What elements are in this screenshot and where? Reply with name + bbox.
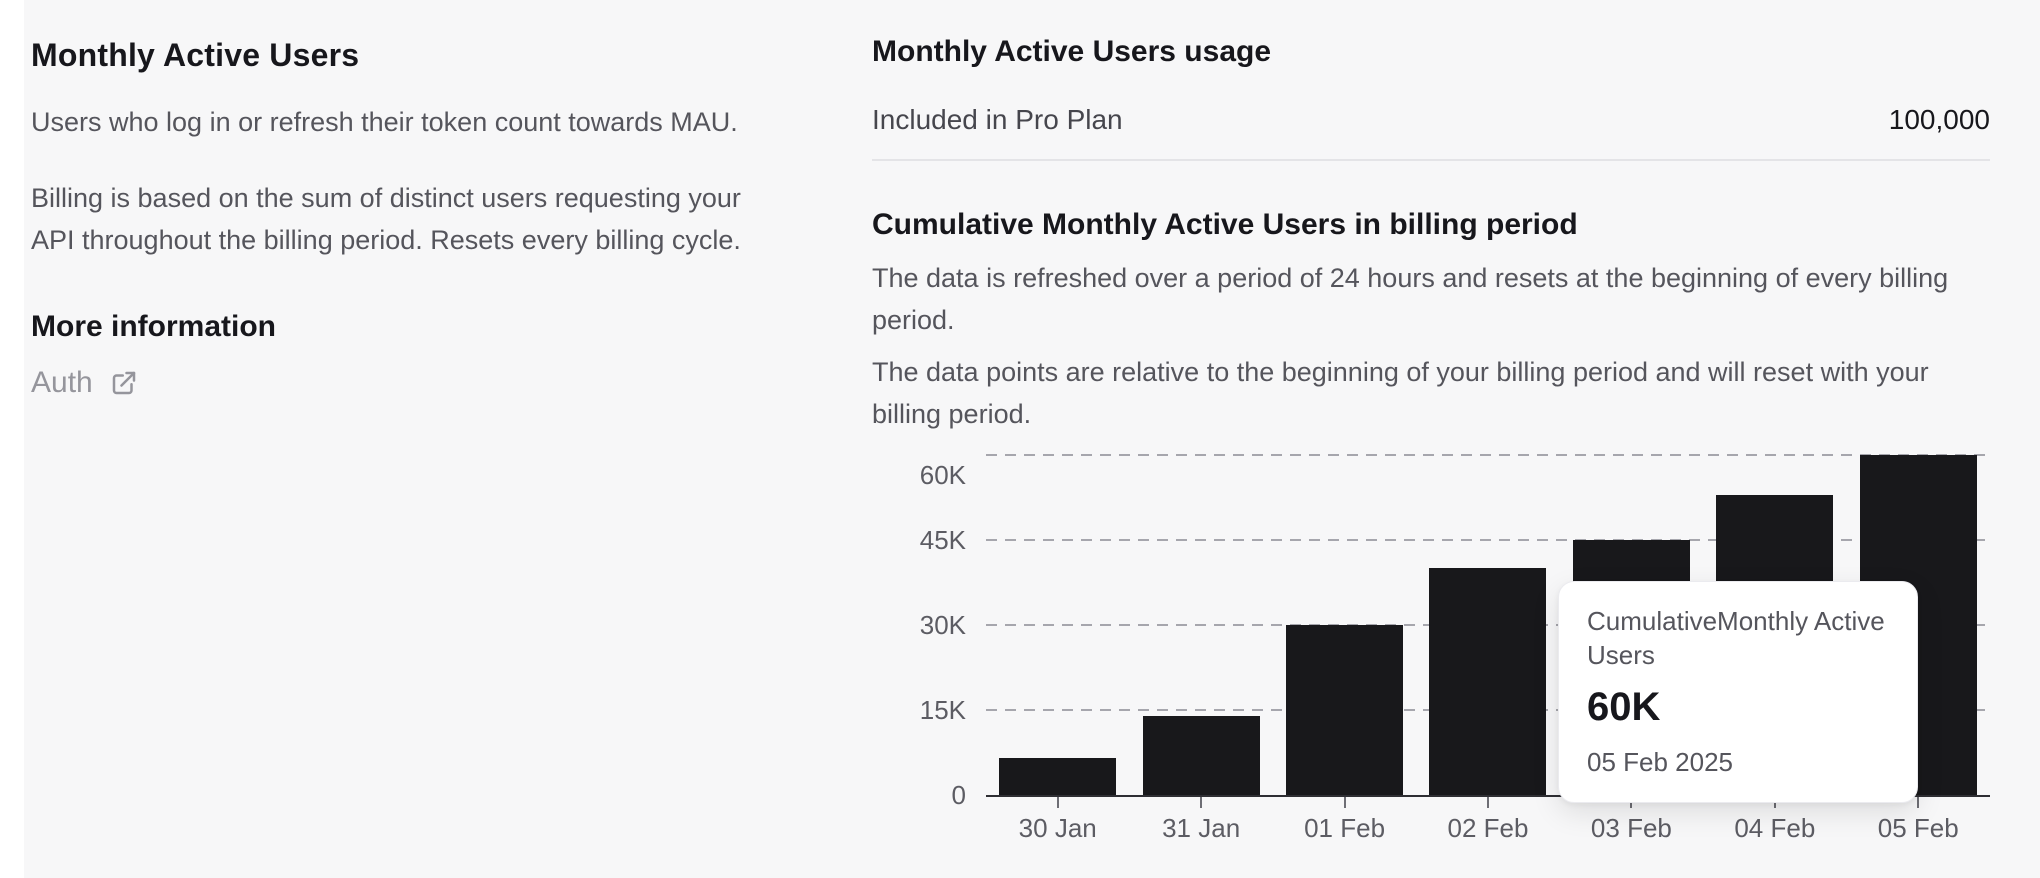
page-left-gutter xyxy=(0,0,24,878)
chart-description-2: The data points are relative to the begi… xyxy=(872,357,1929,429)
y-axis-label: 45K xyxy=(919,525,966,555)
feature-description-2: Billing is based on the sum of distinct … xyxy=(31,183,741,255)
tooltip-series-label: CumulativeMonthly Active Users xyxy=(1587,606,1885,670)
feature-description-panel: Monthly Active Users Users who log in or… xyxy=(31,33,761,403)
gridline xyxy=(986,539,1990,541)
plot-area: CumulativeMonthly Active Users 60K 05 Fe… xyxy=(986,454,1990,803)
x-axis-tick xyxy=(1343,797,1346,808)
bar-30-jan[interactable] xyxy=(999,758,1117,795)
auth-link-label: Auth xyxy=(31,366,93,399)
more-information-title: More information xyxy=(31,310,276,343)
bar-series xyxy=(986,455,1990,795)
y-axis-label: 30K xyxy=(919,610,966,640)
auth-link[interactable]: Auth xyxy=(31,363,139,403)
bar-slot xyxy=(1129,455,1272,795)
x-axis-tick xyxy=(1917,797,1920,808)
gridline xyxy=(986,454,1990,456)
x-axis-label: 03 Feb xyxy=(1590,813,1672,843)
x-tick-slot xyxy=(1416,797,1559,809)
chart-description-1: The data is refreshed over a period of 2… xyxy=(872,263,1949,335)
x-axis-tick xyxy=(1486,797,1489,808)
x-axis-labels: 30 Jan 31 Jan 01 Feb 02 Feb 03 Feb 04 Feb 05 F… xyxy=(986,813,1990,844)
bar-slot xyxy=(986,455,1129,795)
bar-01-feb[interactable] xyxy=(1286,625,1404,795)
x-tick-slot xyxy=(1129,797,1272,809)
external-link-icon xyxy=(109,368,139,398)
x-axis-tick xyxy=(1056,797,1059,808)
tooltip-value: 60K xyxy=(1587,685,1661,729)
bar-slot xyxy=(1416,455,1559,795)
bar-31-jan[interactable] xyxy=(1142,715,1260,795)
cumulative-chart-title: Cumulative Monthly Active Users in billi… xyxy=(872,208,1578,241)
x-tick-slot xyxy=(1847,797,1990,809)
feature-description-1: Users who log in or refresh their token … xyxy=(31,107,738,137)
x-axis-label: 05 Feb xyxy=(1877,813,1959,843)
chart-tooltip: CumulativeMonthly Active Users 60K 05 Fe… xyxy=(1558,581,1918,803)
y-axis-label: 15K xyxy=(919,695,966,725)
bar-02-feb[interactable] xyxy=(1429,568,1547,795)
x-axis-label: 31 Jan xyxy=(1162,813,1241,843)
tooltip-date: 05 Feb 2025 xyxy=(1587,747,1734,777)
usage-row-value: 100,000 xyxy=(1888,104,1990,135)
page-title: Monthly Active Users xyxy=(31,37,360,73)
usage-row: Included in Pro Plan 100,000 xyxy=(872,105,1990,161)
x-tick-slot xyxy=(986,797,1129,809)
y-axis-label: 0 xyxy=(951,780,966,810)
x-axis-label: 01 Feb xyxy=(1304,813,1386,843)
x-axis-label: 02 Feb xyxy=(1447,813,1529,843)
y-axis: 0 15K 30K 45K 60K xyxy=(872,455,966,808)
x-axis-label: 30 Jan xyxy=(1018,813,1097,843)
x-tick-slot xyxy=(1273,797,1416,809)
mau-bar-chart: 0 15K 30K 45K 60K CumulativeMonthly Active U… xyxy=(872,454,1990,844)
x-axis-label: 04 Feb xyxy=(1734,813,1816,843)
x-axis-tick xyxy=(1200,797,1203,808)
bar-slot xyxy=(1273,455,1416,795)
y-axis-label: 60K xyxy=(919,460,966,490)
usage-row-label: Included in Pro Plan xyxy=(872,104,1123,135)
usage-title: Monthly Active Users usage xyxy=(872,35,1272,68)
usage-panel: Monthly Active Users usage Included in P… xyxy=(872,33,1990,844)
